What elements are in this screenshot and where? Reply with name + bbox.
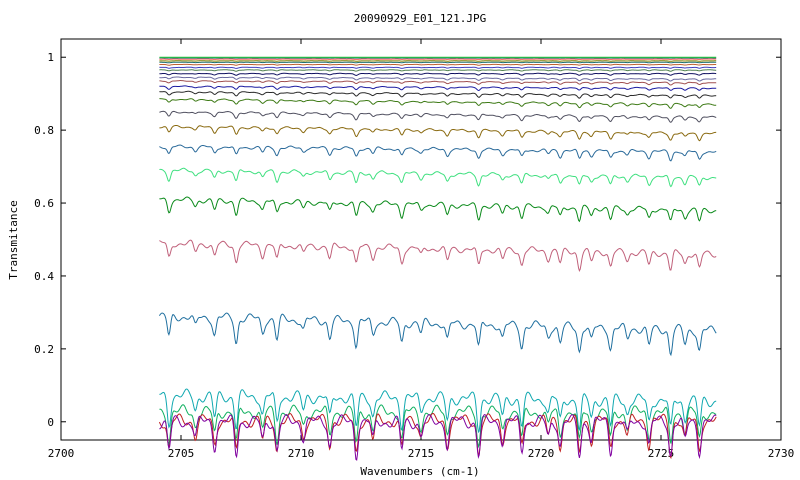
series-line-21 [159, 388, 717, 434]
series-line-16 [159, 61, 717, 64]
series-line-15 [159, 63, 717, 66]
series-group [158, 56, 717, 461]
y-tick-label: 0 [47, 416, 54, 429]
series-line-9 [159, 85, 717, 92]
y-tick-label: 0.2 [34, 343, 54, 356]
x-tick-label: 2720 [528, 447, 555, 460]
plot-frame [60, 38, 782, 441]
axes: 2700 2705 2710 2715 2720 2725 2730 0 0.2 0.4 0.6 0.… [34, 39, 794, 460]
series-line-0 [158, 312, 717, 357]
series-line-5 [159, 125, 717, 142]
x-tick-label: 2715 [408, 447, 435, 460]
series-line-11 [159, 76, 717, 82]
series-line-12 [159, 72, 717, 76]
y-tick-label: 0.4 [34, 270, 54, 283]
x-axis-label: Wavenumbers (cm-1) [360, 465, 479, 478]
x-tick-label: 2730 [768, 447, 795, 460]
x-tick-label: 2700 [48, 447, 75, 460]
series-line-13 [159, 69, 717, 72]
series-line-14 [159, 66, 717, 70]
y-axis-label: Transmitance [7, 200, 20, 279]
series-line-6 [159, 110, 717, 123]
x-tick-label: 2710 [288, 447, 315, 460]
series-line-10 [159, 80, 717, 86]
series-line-3 [159, 167, 717, 188]
series-line-23 [158, 412, 717, 460]
y-tick-label: 0.8 [34, 124, 54, 137]
series-line-8 [159, 90, 717, 99]
chart-title: 20090929_E01_121.JPG [354, 12, 486, 25]
series-line-22 [159, 404, 717, 449]
series-line-1 [159, 239, 717, 272]
series-line-4 [159, 144, 717, 162]
x-tick-label: 2705 [168, 447, 195, 460]
series-line-24 [159, 414, 717, 461]
series-line-7 [159, 98, 717, 109]
y-tick-label: 1 [47, 51, 54, 64]
y-tick-label: 0.6 [34, 197, 54, 210]
series-line-2 [159, 196, 717, 223]
x-tick-label: 2725 [648, 447, 675, 460]
